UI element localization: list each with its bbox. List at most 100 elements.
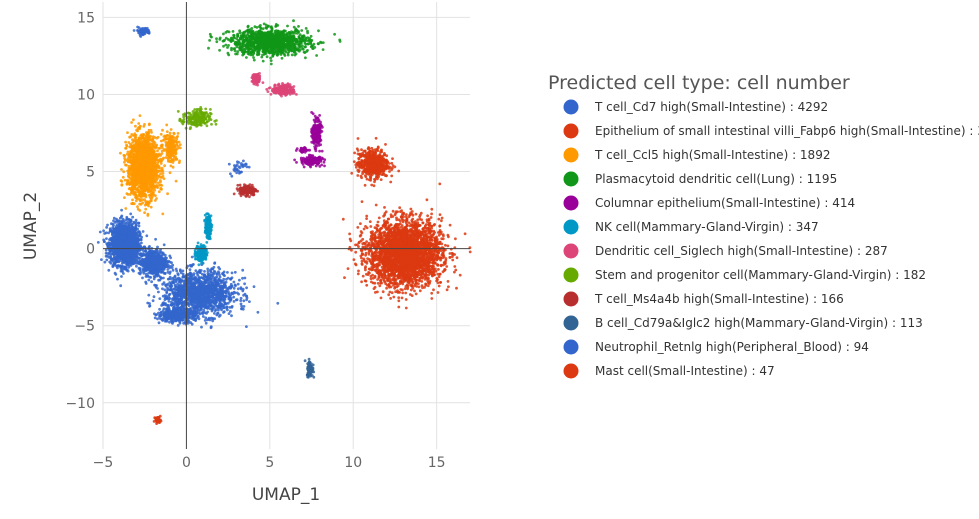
data-point bbox=[154, 237, 158, 241]
data-point bbox=[125, 269, 129, 272]
data-point bbox=[166, 304, 169, 307]
data-point bbox=[177, 290, 181, 293]
data-point bbox=[166, 306, 170, 310]
data-point bbox=[131, 232, 135, 236]
data-point bbox=[357, 269, 360, 273]
data-point bbox=[172, 312, 175, 316]
data-point bbox=[149, 271, 153, 275]
data-point bbox=[159, 255, 163, 259]
data-point bbox=[223, 295, 227, 299]
data-point bbox=[383, 206, 386, 209]
data-point bbox=[245, 294, 248, 298]
data-point bbox=[202, 292, 206, 296]
data-point bbox=[130, 223, 134, 226]
data-point bbox=[115, 260, 119, 263]
data-point bbox=[190, 317, 194, 320]
data-point bbox=[129, 264, 133, 267]
data-point bbox=[162, 271, 166, 275]
data-point bbox=[233, 270, 237, 274]
data-point bbox=[227, 312, 231, 315]
data-point bbox=[162, 243, 166, 247]
data-point bbox=[208, 291, 212, 295]
data-point bbox=[448, 223, 452, 227]
data-point bbox=[142, 262, 146, 266]
data-point bbox=[409, 207, 413, 211]
data-point bbox=[349, 239, 353, 243]
data-point bbox=[182, 300, 185, 304]
data-point bbox=[156, 245, 159, 249]
data-point bbox=[152, 252, 156, 256]
data-point bbox=[401, 291, 405, 295]
data-point bbox=[354, 250, 358, 254]
data-point bbox=[131, 255, 135, 258]
data-point bbox=[187, 272, 191, 276]
data-point bbox=[135, 264, 138, 268]
data-point bbox=[178, 320, 182, 324]
data-point bbox=[162, 258, 166, 262]
data-point bbox=[149, 266, 152, 270]
data-point bbox=[157, 290, 160, 294]
data-point bbox=[163, 314, 167, 318]
data-point bbox=[201, 287, 205, 291]
data-point bbox=[201, 276, 204, 280]
data-point bbox=[165, 283, 169, 287]
data-point bbox=[152, 275, 156, 278]
data-point bbox=[224, 289, 228, 293]
data-point bbox=[123, 226, 127, 229]
data-point bbox=[206, 267, 210, 271]
data-point bbox=[176, 306, 180, 310]
data-point bbox=[109, 256, 112, 260]
data-point bbox=[147, 251, 151, 255]
data-point bbox=[168, 266, 172, 270]
data-point bbox=[171, 320, 175, 323]
series-1-points bbox=[341, 136, 472, 310]
data-point bbox=[138, 256, 142, 260]
data-point bbox=[360, 280, 363, 284]
data-point bbox=[205, 312, 208, 315]
data-point bbox=[120, 226, 124, 230]
data-point bbox=[222, 306, 226, 310]
data-point bbox=[189, 282, 193, 286]
data-point bbox=[166, 317, 170, 321]
data-point bbox=[191, 299, 195, 303]
data-point bbox=[205, 276, 209, 280]
data-point bbox=[180, 293, 184, 297]
data-point bbox=[232, 286, 236, 290]
data-point bbox=[124, 244, 128, 248]
data-point bbox=[173, 274, 177, 278]
data-point bbox=[134, 218, 138, 222]
data-point bbox=[215, 272, 219, 276]
data-point bbox=[104, 248, 108, 252]
data-point bbox=[130, 229, 134, 233]
data-point bbox=[203, 301, 207, 305]
data-point bbox=[167, 264, 170, 267]
data-point bbox=[240, 307, 243, 311]
data-point bbox=[125, 262, 129, 266]
data-point bbox=[103, 260, 107, 264]
data-point bbox=[199, 305, 202, 309]
data-point bbox=[222, 282, 226, 285]
data-point bbox=[181, 272, 185, 276]
data-point bbox=[213, 291, 216, 295]
data-point bbox=[141, 230, 145, 233]
data-point bbox=[154, 264, 158, 268]
data-point bbox=[437, 275, 441, 279]
data-point bbox=[222, 298, 226, 301]
data-point bbox=[230, 314, 233, 318]
data-point bbox=[138, 244, 142, 248]
data-point bbox=[126, 220, 130, 224]
data-point bbox=[447, 285, 450, 289]
data-point bbox=[194, 269, 198, 272]
data-point bbox=[137, 248, 141, 252]
data-point bbox=[117, 231, 121, 235]
data-point bbox=[121, 232, 125, 235]
data-point bbox=[405, 213, 408, 216]
data-point bbox=[397, 305, 401, 309]
data-point bbox=[167, 295, 171, 299]
data-point bbox=[238, 278, 241, 282]
data-point bbox=[229, 296, 233, 300]
data-point bbox=[124, 235, 128, 239]
data-point bbox=[160, 262, 164, 266]
data-point bbox=[167, 299, 171, 303]
data-point bbox=[206, 304, 209, 307]
